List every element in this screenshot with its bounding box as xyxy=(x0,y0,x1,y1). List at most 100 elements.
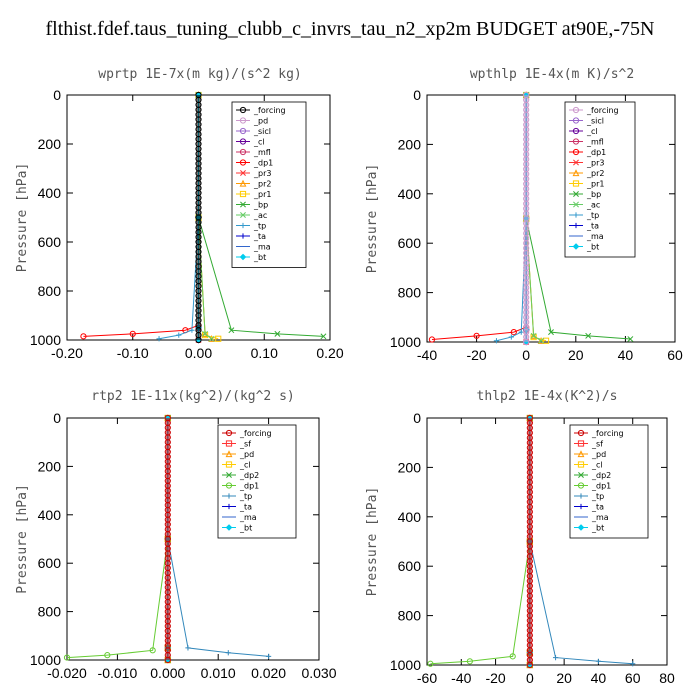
legend-marker xyxy=(239,148,247,156)
legend-label: _ta xyxy=(586,222,599,231)
x-tick-label: -0.010 xyxy=(98,665,138,681)
legend-label: _mfl xyxy=(586,138,604,147)
legend-marker xyxy=(578,503,584,510)
legend-label: _cl xyxy=(253,138,265,147)
legend-marker xyxy=(240,212,246,218)
legend-marker xyxy=(577,450,585,458)
y-tick-label: 1000 xyxy=(390,334,421,350)
data-point xyxy=(215,335,222,342)
x-tick-label: 0.00 xyxy=(185,345,212,361)
zero-profile-band xyxy=(196,95,201,340)
data-point xyxy=(266,653,272,659)
legend-marker xyxy=(573,191,579,197)
data-point xyxy=(473,332,480,339)
legend-label: _ma xyxy=(586,232,604,241)
y-tick-label: 800 xyxy=(398,285,422,301)
legend-marker xyxy=(577,482,585,489)
legend-marker xyxy=(572,127,580,135)
y-tick-label: 200 xyxy=(38,458,62,474)
legend-marker xyxy=(572,138,580,145)
y-tick-label: 1000 xyxy=(30,652,61,668)
legend-label: _bp xyxy=(586,190,601,199)
legend-marker xyxy=(240,201,246,208)
legend-marker xyxy=(239,127,247,135)
chart-panel-thlp2: thlp2 1E-4x(K^2)/s Pressure [hPa] -60 -40 -2… xyxy=(365,389,675,686)
legend-label: _ma xyxy=(239,513,257,522)
legend-label: _bt xyxy=(586,243,599,252)
data-point xyxy=(552,654,559,661)
legend-box xyxy=(231,101,307,268)
legend-label: _forcing xyxy=(591,429,624,438)
legend-label: _bt xyxy=(239,524,252,533)
data-point xyxy=(274,330,281,337)
data-point xyxy=(63,654,71,661)
x-tick-label: 0 xyxy=(522,347,530,363)
x-tick-label: 20 xyxy=(568,347,584,363)
y-tick-label: 400 xyxy=(398,509,422,525)
legend-label: _sf xyxy=(239,440,251,449)
legend-marker xyxy=(240,233,246,239)
chart-panel-rtp2: rtp2 1E-11x(kg^2)/(kg^2 s) Pressure [hPa]… xyxy=(15,389,337,681)
x-tick-label: 0.020 xyxy=(251,665,286,681)
y-tick-label: 0 xyxy=(53,87,61,103)
data-point xyxy=(548,329,554,336)
legend-label: _cl xyxy=(239,461,251,470)
y-tick-label: 600 xyxy=(38,555,62,571)
zero-profile-band xyxy=(165,418,170,660)
x-tick-label: -0.10 xyxy=(117,345,149,361)
y-tick-label: 0 xyxy=(413,410,421,426)
legend-label: _pr1 xyxy=(253,190,271,199)
x-tick-label: 60 xyxy=(667,347,683,363)
legend-marker xyxy=(572,148,580,156)
legend-label: _pr2 xyxy=(586,169,604,178)
chart-panel-wpthlp: wpthlp 1E-4x(m K)/s^2 Pressure [hPa] -40 -2… xyxy=(365,67,683,363)
data-point xyxy=(201,330,209,337)
legend-marker xyxy=(239,179,247,187)
legend-marker xyxy=(225,440,233,447)
legend-marker xyxy=(239,253,247,261)
data-point xyxy=(428,336,436,343)
x-tick-label: 0.000 xyxy=(150,665,185,681)
panel-title: rtp2 1E-11x(kg^2)/(kg^2 s) xyxy=(91,389,295,404)
legend-marker xyxy=(225,450,233,458)
legend-marker xyxy=(226,472,232,478)
legend-marker xyxy=(572,106,580,114)
x-tick-label: -20 xyxy=(466,347,486,363)
legend-label: _ac xyxy=(586,201,600,210)
data-point xyxy=(208,335,215,342)
series-line-dp1 xyxy=(66,418,169,659)
legend-label: _pd xyxy=(253,117,268,126)
legend-marker xyxy=(573,201,579,208)
series-line-dp1 xyxy=(431,95,527,341)
y-tick-label: 0 xyxy=(413,87,421,103)
legend-marker xyxy=(572,180,580,187)
legend-marker xyxy=(225,461,233,468)
y-tick-label: 200 xyxy=(38,136,62,152)
data-point xyxy=(104,652,111,659)
legend-marker xyxy=(239,117,247,124)
data-point xyxy=(225,650,231,656)
y-tick-label: 400 xyxy=(398,186,422,202)
legend-label: _dp1 xyxy=(586,148,606,157)
legend-marker xyxy=(572,243,580,250)
legend-marker xyxy=(578,472,584,478)
plot-frame xyxy=(66,417,320,661)
x-tick-label: 0.10 xyxy=(251,345,278,361)
legend-marker xyxy=(578,493,584,499)
legend-marker xyxy=(577,461,585,468)
data-point xyxy=(510,329,517,336)
y-tick-label: 200 xyxy=(398,459,422,475)
x-tick-label: -40 xyxy=(417,347,437,363)
legend-label: _forcing xyxy=(253,106,286,115)
legend-label: _ta xyxy=(253,232,266,241)
legend-marker xyxy=(572,169,580,177)
legend-marker xyxy=(572,117,580,124)
y-tick-label: 800 xyxy=(398,608,422,624)
data-point xyxy=(518,329,524,335)
legend-label: _cl xyxy=(591,461,603,470)
figure-title: flthist.fdef.taus_tuning_clubb_c_invrs_t… xyxy=(45,18,655,40)
legend-label: _pd xyxy=(591,450,606,459)
x-tick-label: 0.030 xyxy=(301,665,336,681)
legend-label: _dp1 xyxy=(253,159,273,168)
